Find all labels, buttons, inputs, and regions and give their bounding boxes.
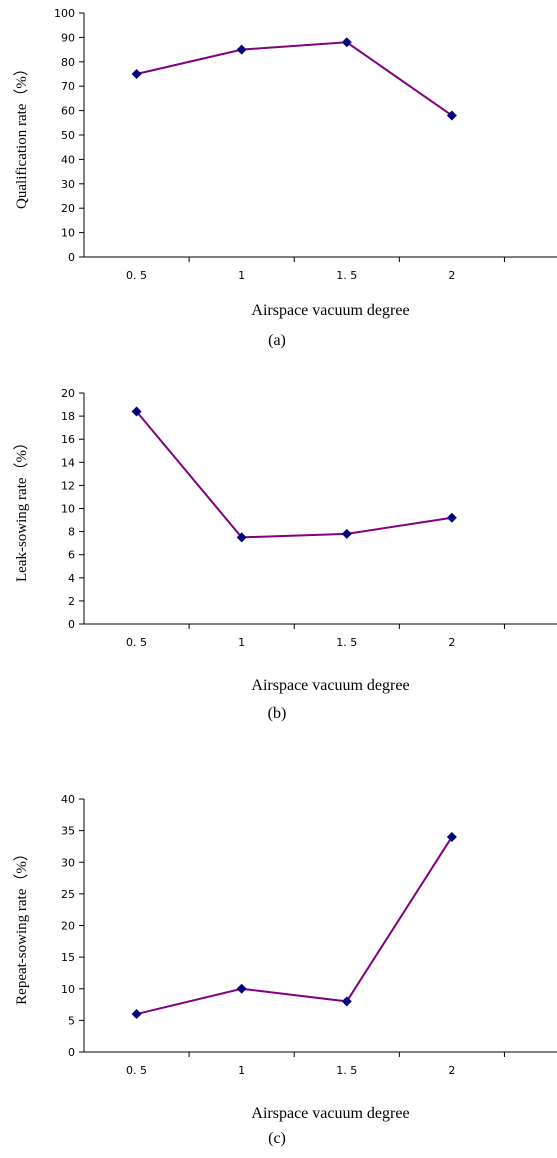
y-tick-label: 40 [61, 153, 75, 166]
y-tick-label: 6 [68, 549, 75, 562]
data-point [131, 1009, 142, 1020]
x-tick-label: 2 [448, 636, 455, 649]
panel-label: (c) [268, 1130, 286, 1147]
x-tick-label: 1 [238, 269, 245, 282]
data-point [236, 983, 247, 994]
x-axis-title: Airspace vacuum degree [251, 302, 409, 319]
data-point [341, 528, 352, 539]
y-tick-label: 8 [68, 526, 75, 539]
y-axis-title: Repeat-sowing rate（%） [13, 846, 30, 1005]
data-point [341, 37, 352, 48]
series-line [136, 836, 453, 1016]
x-tick-label: 2 [448, 1064, 455, 1077]
data-point [131, 406, 142, 417]
y-tick-label: 100 [54, 7, 75, 20]
x-axis-title: Airspace vacuum degree [251, 677, 409, 694]
y-tick-label: 2 [68, 595, 75, 608]
y-tick-label: 4 [68, 572, 75, 585]
y-tick-label: 0 [68, 618, 75, 631]
x-tick-label: 0. 5 [126, 1064, 147, 1077]
data-point [446, 831, 457, 842]
y-tick-label: 5 [68, 1014, 75, 1027]
y-axis-title: Qualification rate（%） [13, 61, 30, 209]
y-tick-label: 90 [61, 31, 75, 44]
x-tick-label: 1. 5 [336, 269, 357, 282]
y-tick-label: 70 [61, 80, 75, 93]
data-point [446, 512, 457, 523]
y-tick-label: 16 [61, 433, 75, 446]
chart-panel-2: 0 2 4 6 8 10 12 14 16 18 20 0. 5 1 1. 5 2 Airspace vacu… [13, 387, 557, 722]
chart-panel-1: 0 10 20 30 40 50 60 70 80 90 100 0. 5 1 1. 5 2 Airspace… [13, 7, 557, 349]
x-tick-label: 1 [238, 636, 245, 649]
y-tick-label: 40 [61, 793, 75, 806]
y-tick-label: 14 [61, 456, 75, 469]
x-tick-label: 1. 5 [336, 636, 357, 649]
y-tick-label: 20 [61, 202, 75, 215]
y-tick-label: 10 [61, 227, 75, 240]
y-tick-label: 20 [61, 920, 75, 933]
y-tick-label: 18 [61, 410, 75, 423]
y-tick-label: 60 [61, 105, 75, 118]
y-tick-label: 12 [61, 479, 75, 492]
y-tick-label: 0 [68, 251, 75, 264]
y-tick-label: 15 [61, 951, 75, 964]
y-tick-label: 35 [61, 825, 75, 838]
y-tick-label: 30 [61, 178, 75, 191]
chart-panel-3: 0 5 10 15 20 25 30 35 40 0. 5 1 1. 5 2 Airspace vacuu… [13, 793, 557, 1147]
y-tick-label: 20 [61, 387, 75, 400]
y-tick-label: 10 [61, 503, 75, 516]
data-point [341, 996, 352, 1007]
x-axis-title: Airspace vacuum degree [251, 1105, 409, 1122]
data-point [131, 69, 142, 79]
panel-label: (b) [268, 705, 287, 722]
x-tick-label: 0. 5 [126, 636, 147, 649]
x-tick-label: 1 [238, 1064, 245, 1077]
series-line [135, 410, 453, 539]
data-point [236, 44, 247, 55]
y-tick-label: 80 [61, 56, 75, 69]
x-tick-label: 1. 5 [336, 1064, 357, 1077]
panel-label: (a) [268, 332, 286, 349]
y-tick-label: 10 [61, 983, 75, 996]
x-tick-label: 0. 5 [126, 269, 147, 282]
x-tick-label: 2 [448, 269, 455, 282]
y-tick-label: 25 [61, 888, 75, 901]
series-line [136, 41, 453, 117]
data-point [236, 532, 247, 543]
y-axis-title: Leak-sowing rate（%） [13, 435, 30, 582]
y-tick-label: 30 [61, 856, 75, 869]
y-tick-label: 0 [68, 1046, 75, 1059]
y-tick-label: 50 [61, 129, 75, 142]
data-point [446, 110, 457, 121]
